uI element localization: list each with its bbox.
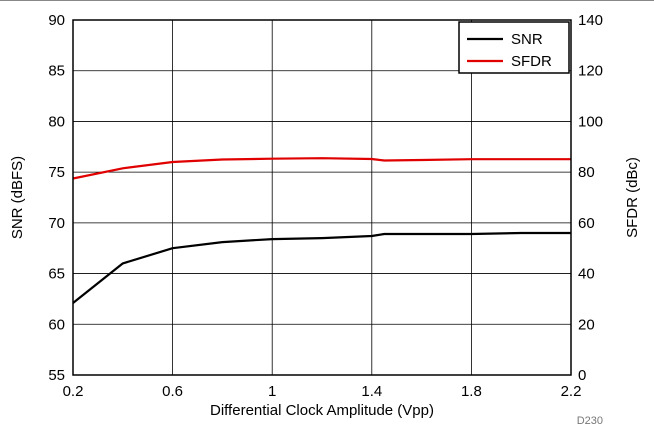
x-tick-label: 1 xyxy=(268,383,276,400)
y-left-tick-label: 60 xyxy=(48,316,65,333)
y-right-tick-label: 60 xyxy=(578,215,595,232)
x-tick-label: 0.2 xyxy=(63,383,84,400)
y-left-tick-label: 90 xyxy=(48,12,65,29)
y-axis-right-label: SFDR (dBc) xyxy=(624,157,641,238)
y-left-tick-label: 85 xyxy=(48,63,65,80)
legend-box xyxy=(458,21,570,74)
y-left-tick-label: 55 xyxy=(48,367,65,384)
y-right-tick-label: 120 xyxy=(578,63,603,80)
x-axis-label: Differential Clock Amplitude (Vpp) xyxy=(210,402,434,419)
x-tick-label: 1.8 xyxy=(461,383,482,400)
y-left-tick-label: 65 xyxy=(48,266,65,283)
y-right-tick-label: 0 xyxy=(578,367,586,384)
y-right-tick-label: 140 xyxy=(578,12,603,29)
y-left-tick-label: 75 xyxy=(48,164,65,181)
y-right-tick-label: 20 xyxy=(578,316,595,333)
legend-label-snr: SNR xyxy=(511,31,543,48)
y-right-tick-label: 40 xyxy=(578,266,595,283)
y-right-tick-label: 100 xyxy=(578,113,603,130)
x-tick-label: 1.4 xyxy=(361,383,382,400)
x-tick-label: 2.2 xyxy=(561,383,582,400)
series-lines xyxy=(72,157,571,304)
plot-frame xyxy=(72,19,572,376)
y-left-tick-label: 70 xyxy=(48,215,65,232)
top-rule xyxy=(0,0,654,1)
legend: SNR SFDR xyxy=(458,21,570,74)
legend-label-sfdr: SFDR xyxy=(511,53,552,70)
figure-id: D230 xyxy=(577,415,603,427)
y-right-tick-label: 80 xyxy=(578,164,595,181)
y-left-tick-label: 80 xyxy=(48,113,65,130)
series-line-snr xyxy=(72,231,571,304)
x-tick-label: 0.6 xyxy=(162,383,183,400)
tick-labels: 0.2 0.6 1 1.4 1.8 2.2 55 60 65 70 75 80 85 90 0 20 40 60 8… xyxy=(48,12,603,400)
y-axis-left-label: SNR (dBFS) xyxy=(9,156,26,239)
series-line-sfdr xyxy=(72,157,571,180)
